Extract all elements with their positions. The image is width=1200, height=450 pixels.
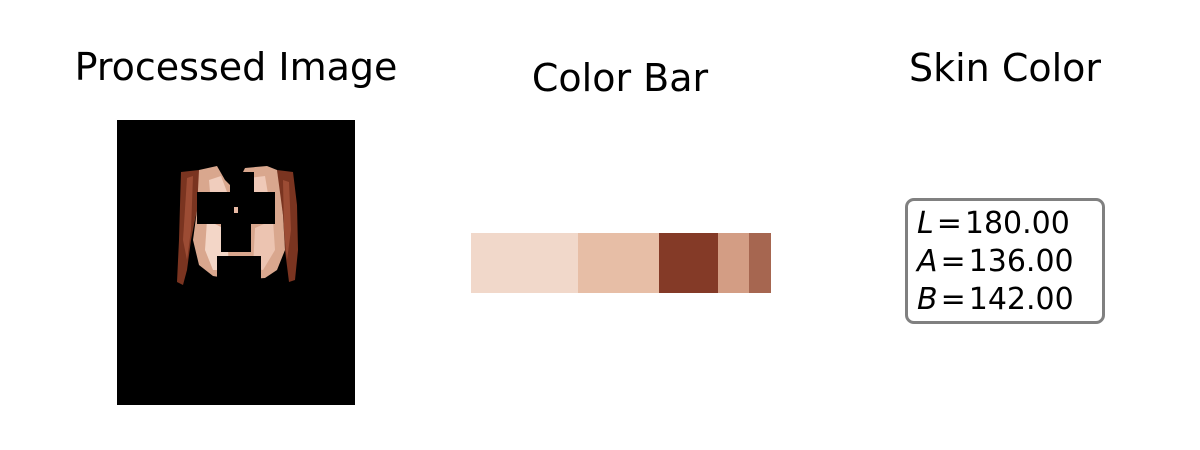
color-bar xyxy=(471,233,771,293)
skin-color-title: Skin Color xyxy=(908,46,1102,90)
processed-image-title: Processed Image xyxy=(74,45,398,89)
color-bar-title: Color Bar xyxy=(531,56,709,100)
lab-a-value: A = 136.00 xyxy=(917,244,1074,279)
lab-l-value: L = 180.00 xyxy=(917,206,1070,241)
color-swatch-1 xyxy=(471,233,579,293)
lab-b-value: B = 142.00 xyxy=(917,282,1074,317)
color-swatch-5 xyxy=(749,233,771,293)
processed-image xyxy=(117,120,355,405)
color-swatch-4 xyxy=(718,233,750,293)
masked-face-picture xyxy=(117,120,355,405)
skin-color-values-box: L = 180.00 A = 136.00 B = 142.00 xyxy=(905,198,1105,324)
color-swatch-2 xyxy=(578,233,660,293)
color-swatch-3 xyxy=(659,233,719,293)
